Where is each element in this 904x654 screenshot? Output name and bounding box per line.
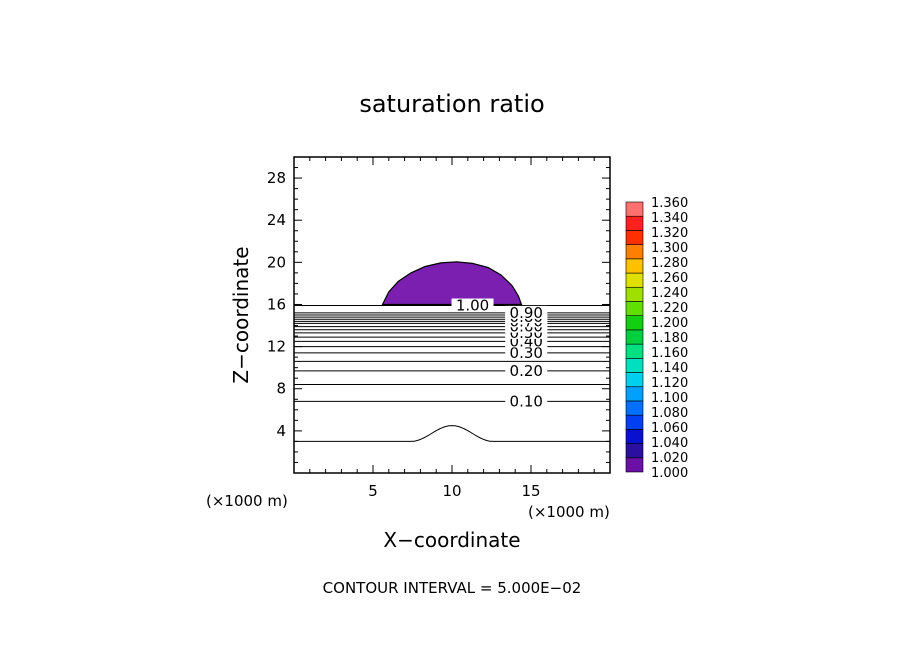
colorbar-label: 1.080 xyxy=(651,406,688,421)
colorbar-swatch xyxy=(625,386,644,402)
colorbar-label: 1.300 xyxy=(651,241,688,256)
x-tick-label: 10 xyxy=(442,482,461,500)
colorbar-label: 1.100 xyxy=(651,391,688,406)
contour-label: 0.10 xyxy=(510,392,543,410)
contour-interval-text: CONTOUR INTERVAL = 5.000E−02 xyxy=(323,579,582,597)
chart-title: saturation ratio xyxy=(359,90,544,118)
colorbar-swatch xyxy=(625,429,644,444)
y-tick-label: 24 xyxy=(267,211,286,229)
colorbar-swatch xyxy=(625,358,644,373)
contour-label-bg xyxy=(505,394,548,408)
y-tick-label: 16 xyxy=(267,295,286,313)
colorbar-label: 1.000 xyxy=(651,466,688,481)
x-tick-label: 5 xyxy=(368,482,378,500)
colorbar-swatch xyxy=(625,443,644,459)
colorbar-label: 1.240 xyxy=(651,286,688,301)
colorbar-label: 1.180 xyxy=(651,331,688,346)
colorbar-swatch xyxy=(625,230,644,245)
colorbar-label: 1.160 xyxy=(651,346,688,361)
contour-label-bg xyxy=(505,363,548,377)
contour-label: 0.30 xyxy=(510,344,543,362)
colorbar-swatch xyxy=(625,400,644,416)
y-tick-label: 20 xyxy=(267,253,286,271)
contour-label-bg xyxy=(505,345,548,359)
plot-area: 0.100.200.300.400.500.600.700.800.901.00… xyxy=(267,156,611,500)
colorbar-label: 1.220 xyxy=(651,301,688,316)
colorbar-swatch xyxy=(625,244,644,260)
colorbar-label: 1.280 xyxy=(651,256,688,271)
contour-label: 0.20 xyxy=(510,362,543,380)
y-ticks: 4 8 12 16 20 24 28 xyxy=(267,167,610,463)
colorbar-label: 1.060 xyxy=(651,421,688,436)
colorbar-label: 1.260 xyxy=(651,271,688,286)
colorbar-swatch xyxy=(625,414,644,430)
y-tick-label: 4 xyxy=(276,422,286,440)
contour-label: 1.00 xyxy=(456,297,489,315)
colorbar-swatch xyxy=(625,301,644,316)
terrain-contour xyxy=(294,425,610,442)
contour-label: 0.90 xyxy=(510,304,543,322)
colorbar-label: 1.200 xyxy=(651,316,688,331)
contour-label-bg xyxy=(451,298,494,312)
y-tick-label: 8 xyxy=(276,380,286,398)
contour-lines xyxy=(294,305,610,402)
colorbar-swatch xyxy=(625,258,644,274)
y-axis-label: Z−coordinate xyxy=(229,246,253,383)
colorbar-label: 1.140 xyxy=(651,361,688,376)
contour-label-bg xyxy=(505,305,548,319)
contour-labels: 0.100.200.300.400.500.600.700.800.901.00 xyxy=(451,297,548,410)
colorbar-label: 1.340 xyxy=(651,211,688,226)
colorbar-label: 1.040 xyxy=(651,436,688,451)
colorbar: 1.0001.0201.0401.0601.0801.1001.1201.140… xyxy=(625,196,688,481)
colorbar-label: 1.020 xyxy=(651,451,688,466)
colorbar-swatch xyxy=(625,343,644,359)
supersaturated-region xyxy=(381,261,523,306)
colorbar-swatch xyxy=(625,372,644,388)
x-unit-left: (×1000 m) xyxy=(206,492,288,510)
y-tick-label: 28 xyxy=(267,169,286,187)
colorbar-label: 1.320 xyxy=(651,226,688,241)
colorbar-swatch xyxy=(625,457,644,473)
x-ticks: 5 10 15 xyxy=(309,157,595,500)
colorbar-swatch xyxy=(625,201,644,217)
colorbar-label: 1.120 xyxy=(651,376,688,391)
colorbar-swatch xyxy=(625,329,644,345)
colorbar-swatch xyxy=(625,272,644,288)
x-tick-label: 15 xyxy=(521,482,540,500)
colorbar-swatch xyxy=(625,215,644,231)
x-unit-right: (×1000 m) xyxy=(528,503,610,521)
colorbar-swatch xyxy=(625,315,644,331)
x-axis-label: X−coordinate xyxy=(383,528,520,552)
y-tick-label: 12 xyxy=(267,338,286,356)
colorbar-swatch xyxy=(625,286,644,302)
colorbar-label: 1.360 xyxy=(651,196,688,211)
